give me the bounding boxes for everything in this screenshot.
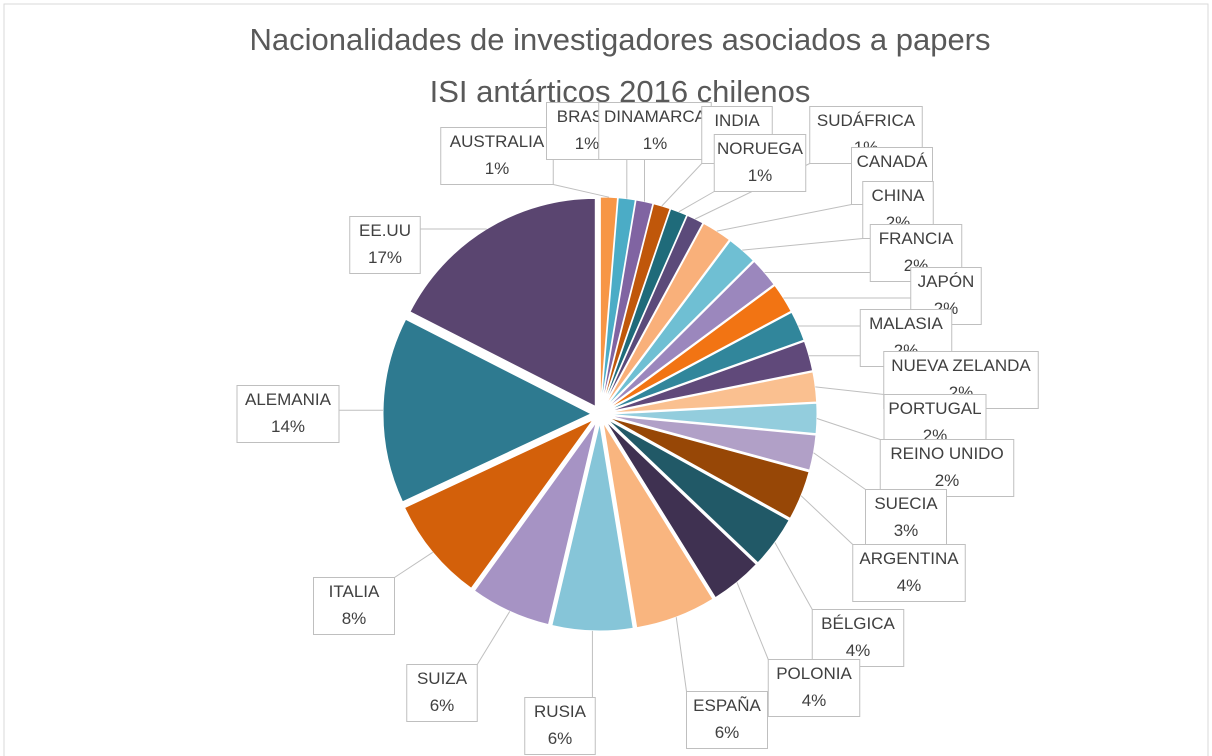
data-label-name: SUDÁFRICA: [817, 111, 916, 130]
data-label-value: 8%: [342, 609, 367, 628]
chart-border: [3, 3, 1209, 756]
data-label-name: BÉLGICA: [821, 614, 895, 633]
data-label-name: ALEMANIA: [245, 390, 332, 409]
pie-slice: [604, 222, 731, 407]
pie-slice: [603, 214, 704, 407]
data-label-name: NORUEGA: [717, 139, 804, 158]
data-label-value: 2%: [935, 471, 960, 490]
data-label-name: PORTUGAL: [888, 399, 981, 418]
data-label-value: 1%: [485, 159, 510, 178]
data-label-name: RUSIA: [534, 702, 587, 721]
data-label-name: SUECIA: [874, 494, 938, 513]
data-label-value: 6%: [715, 723, 740, 742]
label-box: [767, 659, 861, 717]
data-label-value: 1%: [643, 134, 668, 153]
leader-line: [815, 386, 885, 395]
leader-line: [816, 418, 881, 440]
data-label-name: ESPAÑA: [693, 696, 761, 715]
data-label-name: FRANCIA: [879, 229, 954, 248]
data-label-value: 6%: [430, 696, 455, 715]
data-label-name: EE.UU: [359, 221, 411, 240]
data-label-name: CHINA: [872, 186, 926, 205]
data-label-name: MALASIA: [869, 314, 943, 333]
label-box: [524, 697, 596, 755]
data-label-name: POLONIA: [776, 664, 852, 683]
pie-slice: [599, 196, 619, 406]
leader-line: [742, 238, 863, 251]
label-box: [686, 691, 768, 749]
data-label-name: JAPÓN: [918, 272, 975, 291]
pie-slice: [605, 420, 758, 599]
label-box: [236, 385, 340, 443]
data-label-name: REINO UNIDO: [890, 444, 1003, 463]
label-box: [406, 664, 478, 722]
leader-line: [678, 191, 715, 213]
data-label-name: SUIZA: [417, 669, 468, 688]
data-label-value: 1%: [575, 134, 600, 153]
data-label-value: 4%: [846, 641, 871, 660]
data-label-name: CANADÁ: [857, 152, 929, 171]
label-box: [349, 216, 421, 274]
data-label-value: 3%: [894, 521, 919, 540]
data-label-value: 6%: [548, 729, 573, 748]
data-label-value: 4%: [897, 576, 922, 595]
leader-line: [800, 495, 854, 545]
pie-slice: [551, 422, 634, 632]
data-label-value: 4%: [802, 691, 827, 710]
data-label-value: 1%: [748, 166, 773, 185]
data-label-value: 14%: [271, 417, 305, 436]
leader-line: [661, 163, 703, 207]
pie-slice: [608, 416, 810, 520]
leader-line: [736, 582, 769, 660]
label-box: [811, 609, 905, 667]
leader-line: [553, 184, 610, 198]
leader-line: [476, 611, 511, 665]
pie-slice: [403, 418, 595, 590]
data-label-name: NUEVA ZELANDA: [891, 356, 1031, 375]
leader-line: [813, 452, 866, 490]
data-label-name: AUSTRALIA: [450, 132, 545, 151]
pie-slice: [608, 340, 814, 413]
data-label-value: 17%: [368, 248, 402, 267]
label-box: [879, 439, 1015, 497]
leader-line: [394, 551, 434, 578]
leader-line: [774, 542, 813, 610]
data-label-name: ITALIA: [329, 582, 380, 601]
label-box: [852, 544, 966, 602]
pie-slice: [602, 208, 688, 406]
label-box: [865, 489, 947, 547]
label-box: [440, 127, 554, 185]
label-box: [713, 134, 807, 192]
pie-slice: [602, 422, 714, 629]
label-box: [598, 102, 712, 160]
pie-slice: [606, 418, 790, 564]
leader-line: [716, 204, 852, 232]
data-label-name: INDIA: [714, 111, 760, 130]
pie-slice: [473, 421, 597, 626]
chart-title: Nacionalidades de investigadores asociad…: [249, 22, 991, 109]
data-label-name: DINAMARCA: [604, 107, 707, 126]
leader-line: [675, 617, 687, 692]
label-box: [313, 577, 395, 635]
data-label-name: ARGENTINA: [859, 549, 959, 568]
